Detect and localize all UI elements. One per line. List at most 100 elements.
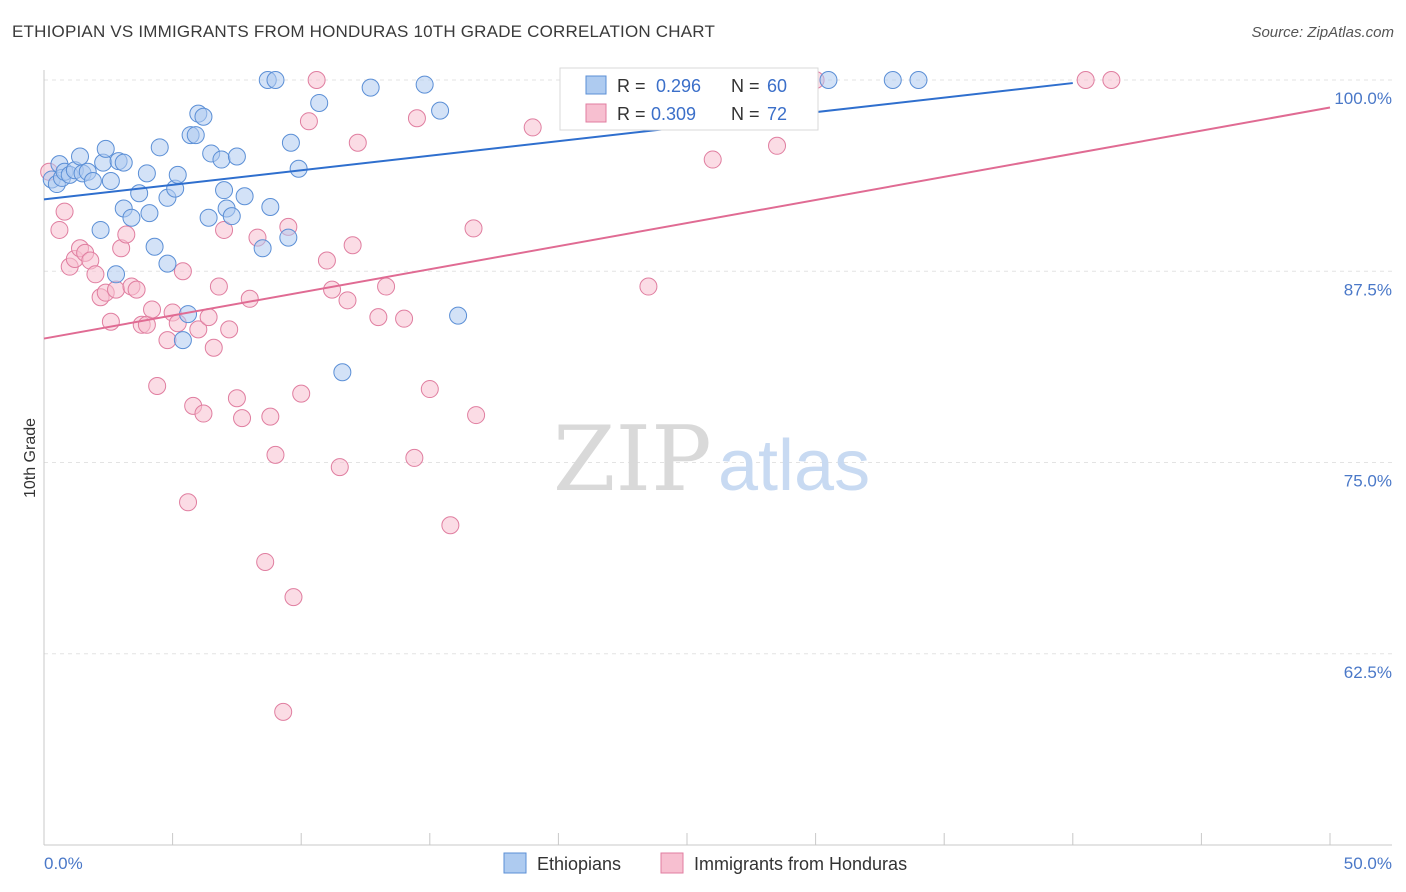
ethiopians-point: [235, 187, 254, 206]
legend-swatch-ethiopians: [585, 75, 607, 95]
legend-n-label-ethiopians: N =: [731, 76, 760, 96]
y-tick-label: 87.5%: [1344, 280, 1392, 299]
ethiopians-point: [449, 306, 468, 325]
legend-r-label-ethiopians: R =: [617, 76, 646, 96]
ethiopians-point: [361, 78, 380, 97]
honduras-point: [266, 445, 285, 464]
honduras-point: [343, 236, 362, 255]
ethiopians-point: [137, 164, 156, 183]
honduras-point: [323, 280, 342, 299]
ethiopians-trend-line: [43, 82, 1073, 201]
legend-n-label-honduras: N =: [731, 104, 760, 124]
trend-lines: [43, 82, 1331, 340]
ethiopians-point: [140, 204, 159, 223]
bottom-legend-swatch-honduras: [660, 852, 684, 874]
honduras-point: [199, 308, 218, 327]
ethiopians-point: [96, 139, 115, 158]
ethiopians-point: [145, 237, 164, 256]
ethiopians-point: [819, 71, 838, 89]
honduras-point: [441, 516, 460, 535]
ethiopians-point: [91, 220, 110, 239]
honduras-point: [50, 220, 69, 239]
bottom-legend-swatch-ethiopians: [503, 852, 527, 874]
ethiopians-point: [883, 71, 902, 89]
honduras-point: [220, 320, 239, 339]
honduras-point: [317, 251, 336, 270]
series-ethiopians-points: [42, 71, 928, 382]
ethiopians-point: [199, 208, 218, 227]
ethiopians-point: [415, 75, 434, 94]
ethiopians-point: [215, 181, 234, 200]
honduras-point: [233, 409, 252, 428]
legend-r-value-honduras: 0.309: [651, 104, 696, 124]
honduras-point: [148, 377, 167, 395]
ethiopians-point: [289, 159, 308, 178]
chart-title: ETHIOPIAN VS IMMIGRANTS FROM HONDURAS 10…: [12, 22, 716, 41]
honduras-point: [377, 277, 396, 296]
honduras-point: [1076, 71, 1095, 89]
ethiopians-point: [158, 254, 177, 273]
honduras-point: [173, 262, 192, 281]
honduras-point: [348, 133, 367, 152]
honduras-point: [179, 493, 198, 512]
ethiopians-point: [310, 93, 329, 112]
ethiopians-point: [122, 208, 141, 227]
bottom-legend: Ethiopians Immigrants from Honduras: [503, 852, 907, 874]
ethiopians-point: [186, 126, 205, 145]
legend-swatch-honduras: [585, 103, 607, 123]
y-tick-label: 75.0%: [1344, 472, 1392, 491]
honduras-point: [407, 109, 426, 128]
y-tick-label: 62.5%: [1344, 663, 1392, 682]
honduras-point: [338, 291, 357, 310]
ethiopians-point: [212, 150, 231, 169]
honduras-point: [639, 277, 658, 296]
ethiopians-point: [222, 207, 241, 226]
honduras-point: [240, 289, 259, 308]
honduras-point: [395, 309, 414, 328]
watermark-atlas: atlas: [718, 426, 870, 506]
honduras-point: [292, 384, 311, 403]
ethiopians-point: [71, 147, 90, 166]
ethiopians-point: [266, 71, 285, 89]
honduras-point: [215, 220, 234, 239]
ethiopians-point: [261, 197, 280, 216]
honduras-point: [464, 219, 483, 238]
honduras-point: [209, 277, 228, 296]
honduras-point: [158, 331, 177, 350]
ethiopians-point: [83, 171, 102, 190]
honduras-point: [227, 389, 246, 408]
y-tick-label: 100.0%: [1334, 89, 1392, 108]
honduras-point: [467, 406, 486, 425]
legend-r-value-ethiopians: 0.296: [656, 76, 701, 96]
legend-n-value-ethiopians: 60: [767, 76, 787, 96]
x-tick-label-min: 0.0%: [44, 854, 83, 873]
honduras-point: [189, 320, 208, 339]
series-honduras-points: [40, 71, 1121, 721]
honduras-point: [117, 225, 136, 244]
legend-n-value-honduras: 72: [767, 104, 787, 124]
ethiopians-point: [114, 153, 133, 172]
honduras-point: [261, 407, 280, 426]
ethiopians-point: [107, 265, 126, 284]
honduras-point: [369, 308, 388, 327]
x-tick-label-max: 50.0%: [1344, 854, 1392, 873]
honduras-point: [256, 552, 275, 571]
honduras-trend-line: [43, 106, 1331, 340]
honduras-point: [307, 71, 326, 89]
y-tick-labels: 100.0% 87.5% 75.0% 62.5%: [1334, 89, 1392, 682]
honduras-point: [204, 338, 223, 357]
ethiopians-point: [101, 171, 120, 190]
ethiopians-point: [227, 147, 246, 166]
honduras-point: [86, 265, 105, 284]
bottom-legend-label-honduras: Immigrants from Honduras: [694, 854, 907, 874]
honduras-point: [405, 448, 424, 467]
honduras-point: [107, 280, 126, 299]
source-label: Source: ZipAtlas.com: [1251, 24, 1394, 41]
honduras-point: [330, 458, 349, 477]
ethiopians-point: [431, 101, 450, 120]
ethiopians-point: [281, 133, 300, 152]
honduras-point: [127, 280, 146, 299]
honduras-point: [194, 404, 213, 423]
ethiopians-point: [168, 165, 187, 184]
